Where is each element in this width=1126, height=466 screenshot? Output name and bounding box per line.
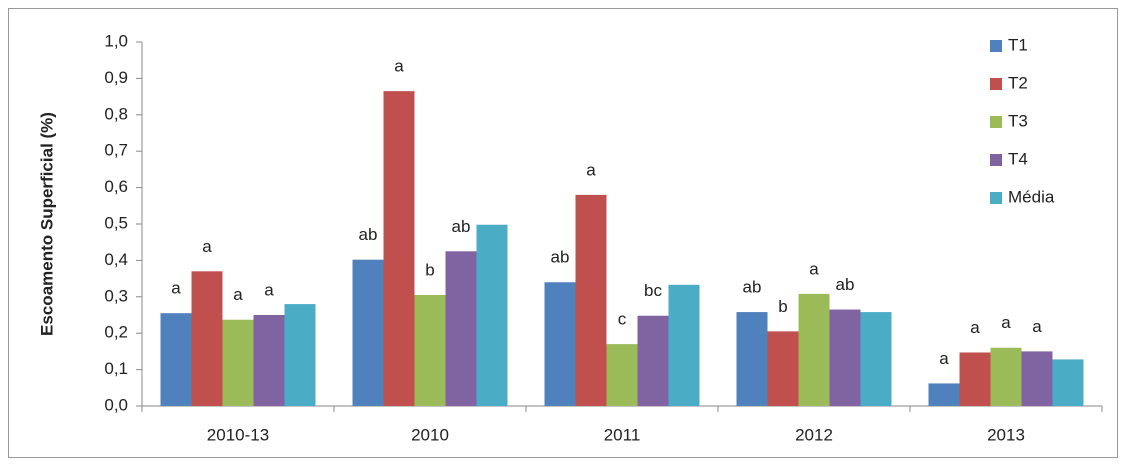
y-tick-label: 0,4 [104, 250, 128, 269]
legend-label: T2 [1008, 73, 1028, 92]
significance-label: a [202, 237, 212, 256]
x-tick-label: 2012 [795, 425, 833, 444]
significance-label: c [618, 310, 627, 329]
significance-label: a [970, 318, 980, 337]
y-tick-label: 0,7 [104, 141, 128, 160]
legend-label: Média [1008, 187, 1055, 206]
legend-label: T3 [1008, 111, 1028, 130]
y-tick-label: 1,0 [104, 31, 128, 50]
bar [160, 313, 192, 406]
bar [445, 251, 477, 406]
significance-label: ab [452, 217, 471, 236]
significance-label: b [778, 297, 787, 316]
significance-label: bc [644, 281, 662, 300]
bar [767, 331, 799, 406]
y-tick-label: 0,2 [104, 323, 128, 342]
bar [959, 352, 991, 406]
bar [637, 315, 669, 406]
y-tick-label: 0,5 [104, 213, 128, 232]
bar [191, 271, 223, 406]
significance-label: a [171, 279, 181, 298]
significance-label: b [425, 260, 434, 279]
significance-label: ab [743, 278, 762, 297]
bar [798, 293, 830, 406]
bar [476, 224, 508, 406]
bar [1052, 359, 1084, 406]
y-tick-label: 0,0 [104, 395, 128, 414]
significance-label: a [939, 349, 949, 368]
legend-swatch [990, 192, 1002, 204]
bar [990, 347, 1022, 406]
bar [352, 259, 384, 406]
significance-label: a [809, 259, 819, 278]
x-tick-label: 2010-13 [207, 425, 269, 444]
x-tick-label: 2010 [411, 425, 449, 444]
significance-label: a [233, 285, 243, 304]
significance-label: a [394, 57, 404, 76]
y-axis-label: Escoamento Superficial (%) [37, 112, 56, 336]
legend-swatch [990, 116, 1002, 128]
bar [736, 312, 768, 406]
bar [544, 282, 576, 406]
legend-swatch [990, 40, 1002, 52]
significance-label: a [1001, 313, 1011, 332]
x-tick-label: 2011 [604, 425, 641, 444]
bar [860, 312, 892, 406]
significance-label: ab [836, 275, 855, 294]
bar [1021, 351, 1053, 406]
legend-label: T4 [1008, 149, 1028, 168]
legend-swatch [990, 78, 1002, 90]
significance-label: ab [551, 248, 570, 267]
y-tick-label: 0,6 [104, 177, 128, 196]
bar [575, 194, 607, 406]
bar [414, 294, 446, 406]
bar [383, 91, 415, 406]
bar [928, 383, 960, 406]
significance-label: a [586, 160, 596, 179]
y-tick-label: 0,8 [104, 104, 128, 123]
y-tick-label: 0,1 [104, 359, 128, 378]
bar [668, 284, 700, 406]
bar [222, 319, 254, 406]
bar [284, 304, 316, 406]
y-tick-label: 0,9 [104, 68, 128, 87]
bar [606, 344, 638, 406]
legend-label: T1 [1008, 35, 1028, 54]
bar [253, 315, 285, 406]
significance-label: a [1032, 317, 1042, 336]
y-tick-label: 0,3 [104, 286, 128, 305]
legend-swatch [990, 154, 1002, 166]
significance-label: a [264, 280, 274, 299]
bar [829, 309, 861, 406]
x-tick-label: 2013 [987, 425, 1025, 444]
significance-label: ab [359, 225, 378, 244]
